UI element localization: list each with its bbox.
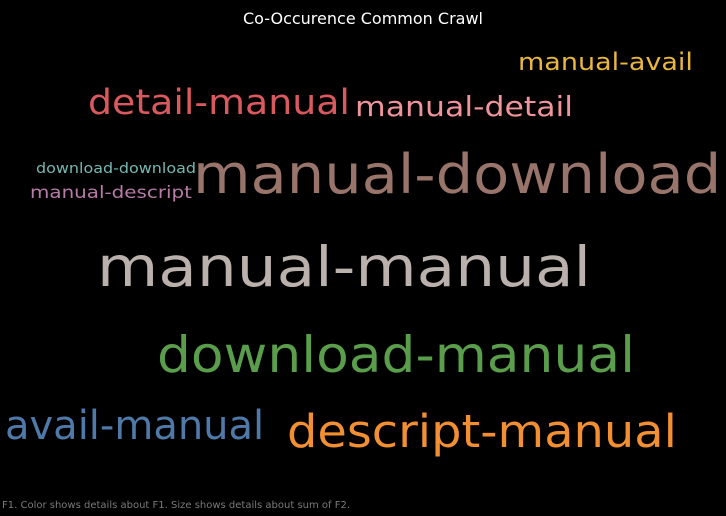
word-download-manual: download-manual [157, 326, 635, 384]
word-manual-detail: manual-detail [355, 90, 574, 123]
word-manual-download: manual-download [193, 143, 722, 206]
word-avail-manual: avail-manual [5, 403, 265, 449]
word-download-download: download-download [36, 161, 196, 177]
word-manual-descript: manual-descript [30, 183, 192, 203]
chart-caption: F1. Color shows details about F1. Size s… [2, 500, 351, 511]
chart-title: Co-Occurence Common Crawl [243, 9, 483, 28]
word-manual-avail: manual-avail [518, 48, 693, 76]
word-manual-manual: manual-manual [97, 235, 591, 299]
word-descript-manual: descript-manual [287, 405, 677, 458]
word-detail-manual: detail-manual [88, 83, 350, 123]
